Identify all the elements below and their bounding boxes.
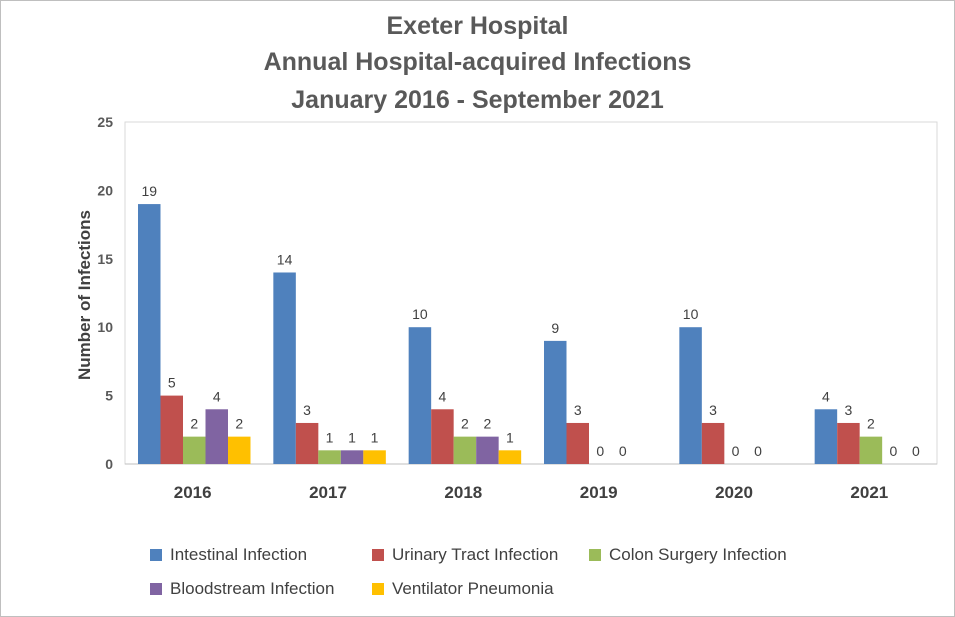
bar <box>498 450 522 464</box>
legend-swatch-ventilator <box>372 583 384 595</box>
legend-item-ventilator: Ventilator Pneumonia <box>372 579 554 599</box>
x-tick-label: 2021 <box>850 483 888 502</box>
data-label: 2 <box>190 416 198 432</box>
legend-label-intestinal: Intestinal Infection <box>170 545 308 564</box>
legend-swatch-colon <box>589 549 601 561</box>
legend-item-bloodstream: Bloodstream Infection <box>150 579 334 599</box>
data-label: 4 <box>822 388 830 404</box>
legend-label-urinary: Urinary Tract Infection <box>392 545 559 564</box>
data-label: 19 <box>141 183 157 199</box>
data-label: 9 <box>551 320 559 336</box>
plot-area <box>124 121 938 465</box>
data-label: 0 <box>754 443 762 459</box>
bar <box>814 409 838 464</box>
data-label: 4 <box>213 388 221 404</box>
bar <box>431 409 454 464</box>
y-tick-label: 0 <box>105 456 113 472</box>
bar <box>295 422 319 464</box>
bar <box>859 436 883 464</box>
data-label: 2 <box>461 416 469 432</box>
bar <box>453 436 477 464</box>
data-label: 2 <box>484 416 492 432</box>
chart-title-line-2: Annual Hospital-acquired Infections <box>263 48 692 76</box>
data-label: 0 <box>619 443 627 459</box>
data-label: 3 <box>709 402 717 418</box>
data-label: 0 <box>732 443 740 459</box>
data-label: 2 <box>235 416 243 432</box>
data-label: 10 <box>683 306 699 322</box>
bar <box>205 409 228 464</box>
x-tick-label: 2016 <box>174 483 212 502</box>
legend-swatch-bloodstream <box>150 583 162 595</box>
legend-item-intestinal: Intestinal Infection <box>150 545 307 565</box>
x-tick-label: 2018 <box>444 483 482 502</box>
x-tick-label: 2019 <box>580 483 618 502</box>
data-label: 5 <box>168 375 176 391</box>
x-tick-label: 2017 <box>309 483 347 502</box>
data-label: 2 <box>867 416 875 432</box>
legend-swatch-urinary <box>372 549 384 561</box>
data-label: 3 <box>303 402 311 418</box>
legend-swatch-intestinal <box>150 549 162 561</box>
y-tick-label: 10 <box>97 319 113 335</box>
bar <box>183 436 206 464</box>
data-label: 1 <box>506 429 514 445</box>
bar <box>837 422 860 464</box>
legend-label-colon: Colon Surgery Infection <box>609 545 787 564</box>
bar <box>701 422 725 464</box>
bar <box>544 340 567 464</box>
bar <box>228 436 251 464</box>
y-tick-label: 20 <box>97 182 113 198</box>
y-tick-label: 25 <box>97 114 113 130</box>
data-label: 0 <box>596 443 604 459</box>
chart-title-line-1: Exeter Hospital <box>386 12 569 40</box>
bar <box>138 204 161 464</box>
bar <box>318 450 341 464</box>
data-label: 4 <box>439 388 447 404</box>
legend-label-ventilator: Ventilator Pneumonia <box>392 579 554 598</box>
data-label: 3 <box>574 402 582 418</box>
data-label: 1 <box>326 429 334 445</box>
legend-label-bloodstream: Bloodstream Infection <box>170 579 335 598</box>
data-label: 10 <box>412 306 428 322</box>
bar <box>476 436 499 464</box>
chart-title-line-3: January 2016 - September 2021 <box>291 86 664 114</box>
data-label: 3 <box>845 402 853 418</box>
data-label: 0 <box>890 443 898 459</box>
bar <box>566 422 589 464</box>
bar <box>679 327 702 464</box>
bar <box>340 450 364 464</box>
legend-item-colon: Colon Surgery Infection <box>589 545 787 565</box>
bar <box>160 395 183 464</box>
bar <box>363 450 386 464</box>
y-tick-label: 15 <box>97 251 113 267</box>
data-label: 0 <box>912 443 920 459</box>
y-tick-label: 5 <box>105 388 113 404</box>
data-label: 14 <box>277 251 293 267</box>
data-label: 1 <box>348 429 356 445</box>
legend-item-urinary: Urinary Tract Infection <box>372 545 558 565</box>
bar <box>273 272 296 464</box>
x-tick-label: 2020 <box>715 483 753 502</box>
data-label: 1 <box>371 429 379 445</box>
bar <box>408 327 432 464</box>
